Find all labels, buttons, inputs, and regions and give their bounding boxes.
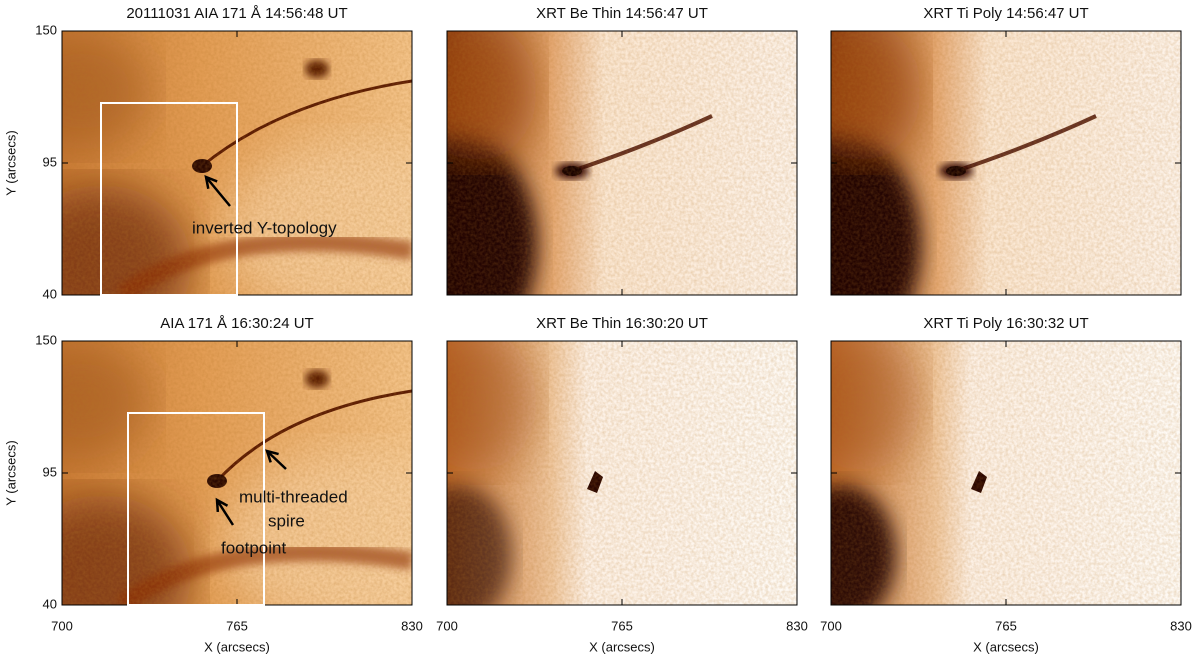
solar-image xyxy=(831,341,1181,605)
texture xyxy=(447,31,797,295)
panel: AIA 171 Å 16:30:24 UT 700 765 830 150 95 40 X (… xyxy=(3,315,423,654)
panel-title: AIA 171 Å 16:30:24 UT xyxy=(160,315,313,332)
x-tick-label: 830 xyxy=(1170,618,1192,633)
annotation: spire xyxy=(268,511,305,530)
panel: XRT Ti Poly 16:30:32 UT 700 765 830 X (arcse… xyxy=(820,315,1192,654)
panel: XRT Be Thin 16:30:20 UT 700 765 830 X (arcse… xyxy=(436,315,808,654)
arrow xyxy=(204,174,231,207)
panel: XRT Be Thin 14:56:47 UT xyxy=(446,5,798,296)
x-tick-label: 765 xyxy=(995,618,1017,633)
x-tick-label: 700 xyxy=(820,618,842,633)
annotation: inverted Y-topology xyxy=(192,218,337,237)
x-axis-label: X (arcsecs) xyxy=(973,639,1039,654)
texture xyxy=(62,341,412,605)
y-tick-label: 150 xyxy=(35,332,57,347)
x-tick-label: 765 xyxy=(611,618,633,633)
annotation: footpoint xyxy=(221,538,286,557)
y-tick-label: 95 xyxy=(43,464,57,479)
y-tick-label: 40 xyxy=(43,286,57,301)
texture xyxy=(447,341,797,605)
panel-title: XRT Ti Poly 14:56:47 UT xyxy=(923,5,1088,22)
x-axis-label: X (arcsecs) xyxy=(204,639,270,654)
x-tick-label: 700 xyxy=(436,618,458,633)
region-box xyxy=(127,412,265,606)
region-box xyxy=(100,102,238,296)
x-tick-label: 830 xyxy=(401,618,423,633)
solar-image xyxy=(62,31,412,295)
x-tick-label: 765 xyxy=(226,618,248,633)
x-tick-label: 830 xyxy=(786,618,808,633)
x-axis-label: X (arcsecs) xyxy=(589,639,655,654)
y-tick-label: 95 xyxy=(43,154,57,169)
y-axis-label: Y (arcsecs) xyxy=(3,130,18,196)
panel: XRT Ti Poly 14:56:47 UT xyxy=(830,5,1182,296)
solar-image xyxy=(447,341,797,605)
y-axis-label: Y (arcsecs) xyxy=(3,440,18,506)
y-tick-label: 150 xyxy=(35,22,57,37)
panel: 20111031 AIA 171 Å 14:56:48 UT 150 95 40 Y (… xyxy=(3,5,413,301)
annotation: multi-threaded xyxy=(239,487,348,506)
solar-image xyxy=(62,341,412,605)
panel-title: XRT Be Thin 14:56:47 UT xyxy=(536,5,708,22)
panel-title: XRT Ti Poly 16:30:32 UT xyxy=(923,315,1088,332)
solar-image xyxy=(447,31,797,295)
arrow xyxy=(265,449,287,470)
y-tick-label: 40 xyxy=(43,596,57,611)
solar-image xyxy=(831,31,1181,295)
x-tick-label: 700 xyxy=(51,618,73,633)
texture xyxy=(831,341,1181,605)
panel-title: XRT Be Thin 16:30:20 UT xyxy=(536,315,708,332)
panel-title: 20111031 AIA 171 Å 14:56:48 UT xyxy=(126,5,347,22)
arrow xyxy=(215,497,235,526)
texture xyxy=(831,31,1181,295)
